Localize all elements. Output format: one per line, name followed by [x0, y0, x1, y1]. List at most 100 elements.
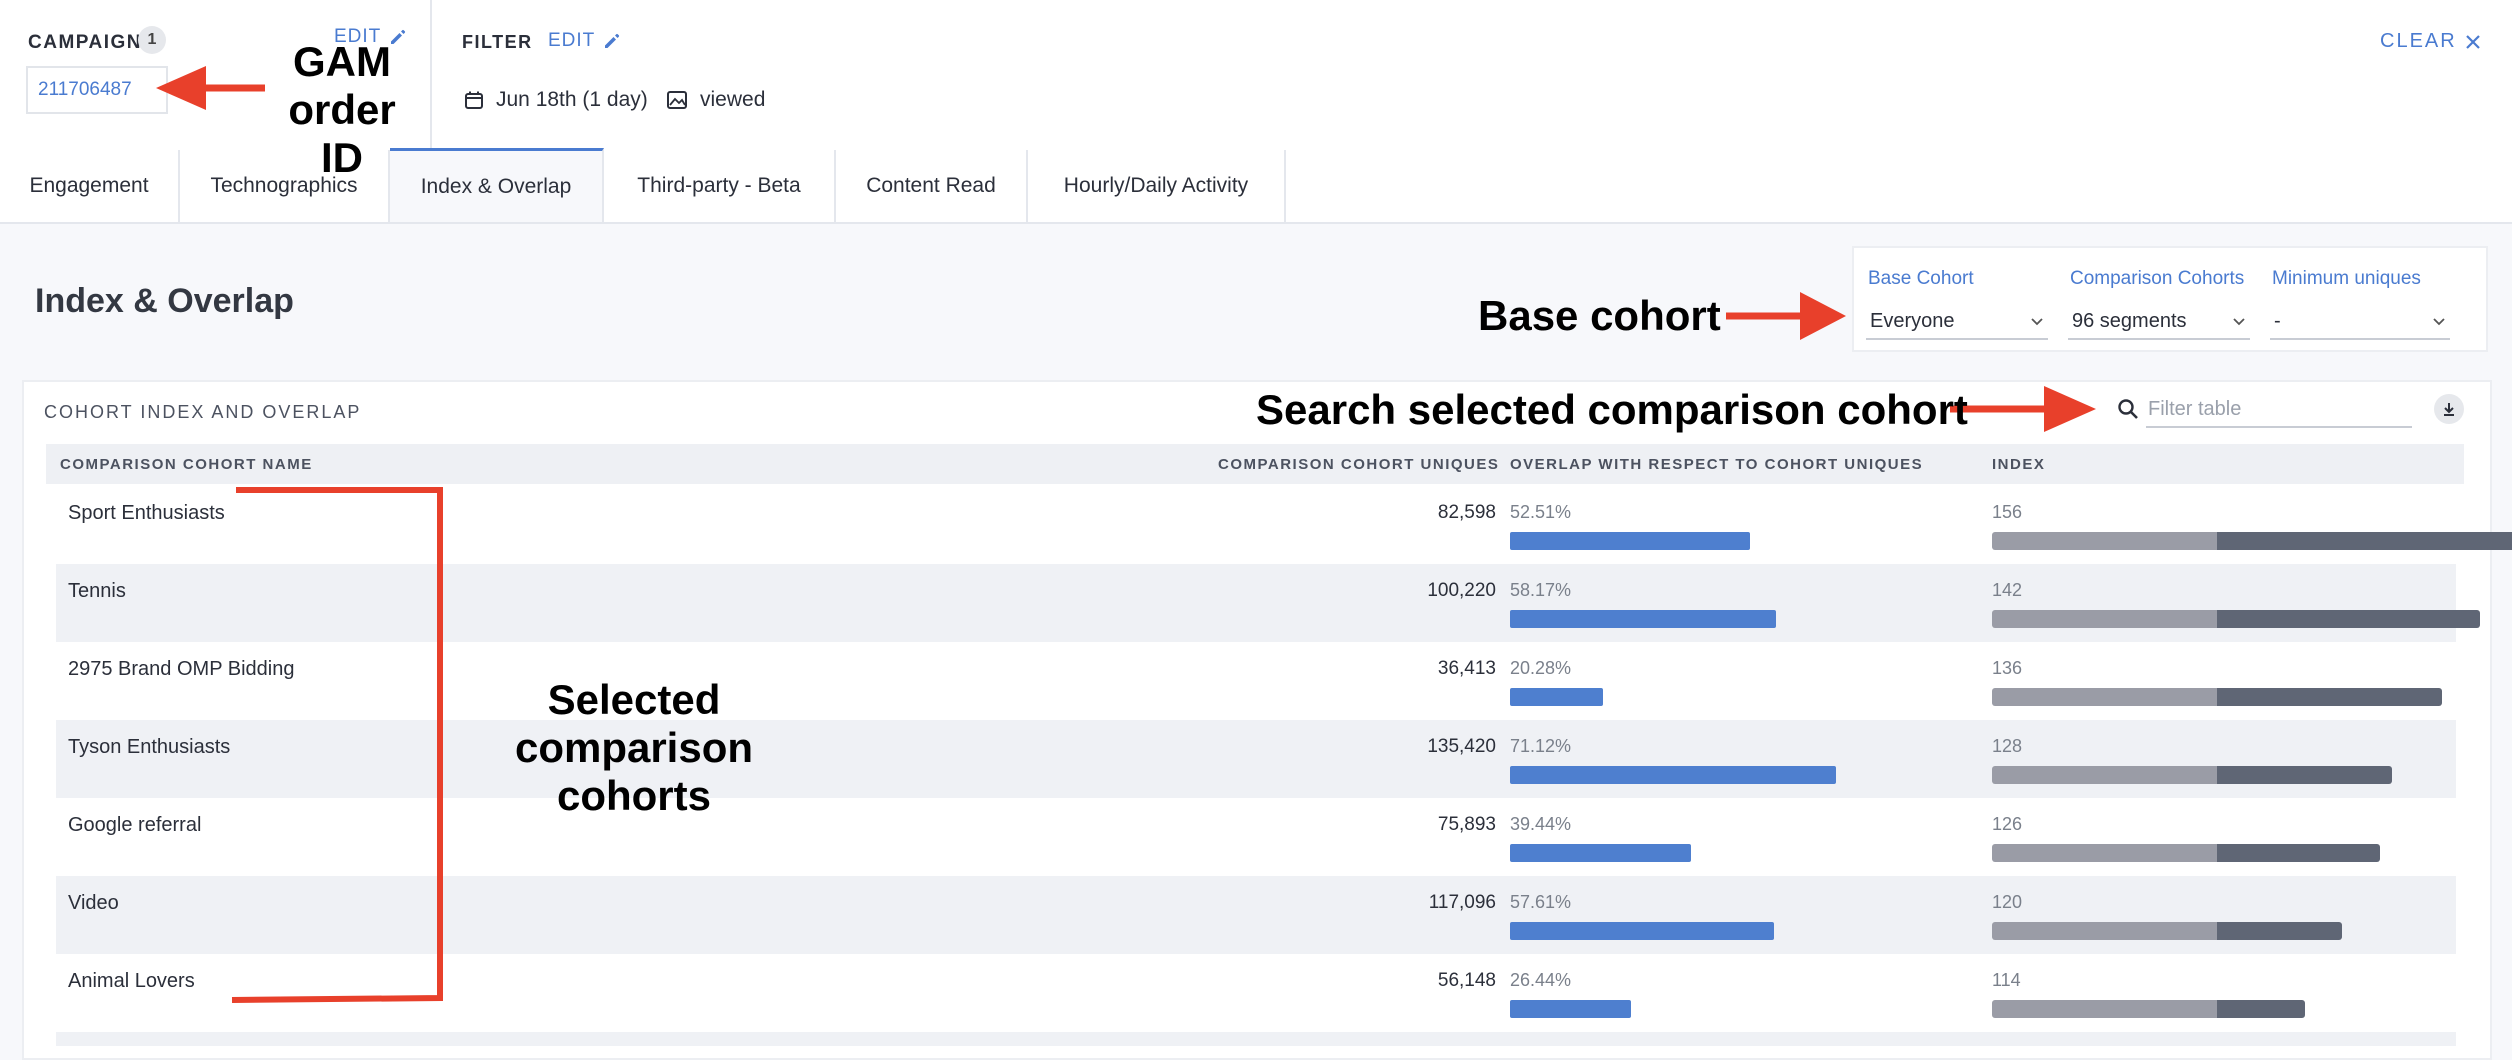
cohort-controls: Base Cohort Everyone Comparison Cohorts …	[1852, 246, 2488, 352]
clear-button[interactable]: CLEAR	[2380, 30, 2481, 53]
column-header-uniques[interactable]: COMPARISON COHORT UNIQUES	[1218, 455, 1500, 473]
index-bar	[1992, 922, 2342, 940]
column-header-name[interactable]: COMPARISON COHORT NAME	[60, 455, 313, 473]
tab-third-party-beta[interactable]: Third-party - Beta	[604, 150, 836, 222]
table-row[interactable]: Google referral 75,893 39.44% 126	[56, 798, 2456, 876]
campaign-id-chip[interactable]: 211706487	[26, 66, 168, 114]
tab-content-read[interactable]: Content Read	[836, 150, 1028, 222]
minimum-uniques-select[interactable]: -	[2270, 304, 2450, 340]
date-range-filter[interactable]: Jun 18th (1 day)	[464, 88, 648, 112]
table-row[interactable]: Sport Enthusiasts 82,598 52.51% 156	[56, 486, 2512, 564]
cohort-name: 2975 Brand OMP Bidding	[68, 658, 295, 680]
chevron-down-icon	[2031, 318, 2043, 326]
campaign-section: CAMPAIGN 1 EDIT 211706487	[0, 0, 432, 150]
annotation-arrowhead-search	[2044, 386, 2096, 432]
index-value: 142	[1992, 580, 2023, 600]
cohort-uniques: 75,893	[1437, 814, 1496, 835]
annotation-selected-line3: cohorts	[556, 772, 711, 819]
index-bar	[1992, 766, 2392, 784]
cohort-uniques: 36,413	[1437, 658, 1496, 679]
annotation-selected-cohorts: Selected comparison cohorts	[514, 676, 754, 820]
overlap-bar	[1510, 766, 1836, 784]
overlap-percent: 57.61%	[1510, 892, 1572, 912]
comparison-cohorts-label: Comparison Cohorts	[2070, 268, 2245, 289]
cohort-uniques: 100,220	[1427, 580, 1496, 601]
table-row[interactable]: Tennis 100,220 58.17% 142	[56, 564, 2480, 642]
overlap-bar	[1510, 688, 1603, 706]
base-cohort-select[interactable]: Everyone	[1866, 304, 2048, 340]
annotation-base-cohort: Base cohort	[1478, 292, 1721, 339]
chevron-down-icon	[2233, 318, 2245, 326]
index-value: 120	[1992, 892, 2023, 912]
campaign-edit-link[interactable]: EDIT	[334, 26, 407, 48]
index-bar	[1992, 844, 2380, 862]
index-value: 136	[1992, 658, 2023, 678]
tab-engagement[interactable]: Engagement	[0, 150, 180, 222]
view-filter[interactable]: viewed	[666, 88, 765, 112]
index-bar	[1992, 532, 2512, 550]
index-bar	[1992, 688, 2442, 706]
table-row[interactable]: Tyson Enthusiasts 135,420 71.12% 128	[56, 720, 2456, 798]
campaign-count-badge: 1	[138, 26, 166, 54]
cohort-uniques: 117,096	[1428, 892, 1496, 913]
date-range-text: Jun 18th (1 day)	[496, 88, 648, 111]
column-header-index[interactable]: INDEX	[1992, 455, 2046, 473]
annotation-arrowhead-gam	[156, 66, 206, 110]
cohort-name: Animal Lovers	[68, 970, 195, 992]
index-value: 114	[1992, 970, 2021, 990]
base-cohort-value: Everyone	[1870, 309, 1955, 332]
table-row[interactable]: Animal Lovers 56,148 26.44% 114	[56, 954, 2456, 1032]
overlap-percent: 52.51%	[1510, 502, 1572, 522]
annotation-search: Search selected comparison cohort	[1256, 386, 1968, 433]
overlap-percent: 39.44%	[1510, 814, 1572, 834]
image-icon	[667, 91, 687, 109]
close-icon	[2465, 34, 2480, 49]
view-filter-text: viewed	[700, 88, 766, 111]
annotation-arrowhead-base	[1800, 292, 1846, 340]
cohort-uniques: 135,420	[1427, 736, 1496, 757]
index-bar	[1992, 1000, 2305, 1018]
table-row[interactable]: 2975 Brand OMP Bidding 36,413 20.28% 136	[56, 642, 2456, 720]
tab-hourly-daily-activity[interactable]: Hourly/Daily Activity	[1028, 150, 1286, 222]
column-header-overlap[interactable]: OVERLAP WITH RESPECT TO COHORT UNIQUES	[1510, 455, 1924, 473]
filter-table-input[interactable]	[2146, 392, 2412, 428]
search-icon	[2118, 399, 2138, 419]
cohort-uniques: 56,148	[1437, 970, 1496, 991]
tab-index-overlap[interactable]: Index & Overlap	[390, 148, 604, 222]
table-row[interactable]	[56, 1032, 2456, 1046]
pencil-icon	[605, 33, 620, 48]
table-row[interactable]: Video 117,096 57.61% 120	[56, 876, 2456, 954]
index-value: 126	[1992, 814, 2023, 834]
overlap-bar	[1510, 922, 1774, 940]
annotation-selected-line1: Selected	[547, 676, 721, 723]
campaign-edit-label: EDIT	[334, 26, 382, 47]
overlap-bar	[1510, 532, 1751, 550]
annotation-gam-order-id: GAM order ID	[262, 38, 422, 182]
index-value: 128	[1992, 736, 2023, 756]
clear-label: CLEAR	[2380, 30, 2457, 52]
pencil-icon	[391, 29, 406, 44]
tab-technographics[interactable]: Technographics	[180, 150, 390, 222]
cohort-name: Tyson Enthusiasts	[68, 736, 231, 758]
overlap-bar	[1510, 844, 1691, 862]
comparison-cohorts-select[interactable]: 96 segments	[2068, 304, 2250, 340]
chevron-down-icon	[2433, 318, 2445, 326]
overlap-percent: 20.28%	[1510, 658, 1572, 678]
campaign-id: 211706487	[38, 79, 132, 100]
download-icon	[2444, 403, 2454, 416]
overlap-percent: 58.17%	[1510, 580, 1572, 600]
annotation-selected-line2: comparison	[514, 724, 754, 771]
comparison-cohorts-value: 96 segments	[2072, 309, 2187, 332]
cohort-uniques: 82,598	[1437, 502, 1496, 523]
tab-bar: Engagement Technographics Index & Overla…	[0, 148, 2512, 224]
table-title: COHORT INDEX AND OVERLAP	[44, 402, 362, 422]
filter-edit-link[interactable]: EDIT	[548, 30, 621, 52]
calendar-icon	[465, 91, 483, 109]
minimum-uniques-label: Minimum uniques	[2272, 268, 2421, 289]
cohort-name: Google referral	[68, 814, 202, 836]
table-header: COMPARISON COHORT NAME COMPARISON COHORT…	[46, 444, 2464, 484]
minimum-uniques-value: -	[2274, 309, 2281, 332]
page-title: Index & Overlap	[35, 282, 294, 320]
download-button[interactable]	[2434, 394, 2464, 424]
campaign-label: CAMPAIGN	[28, 32, 143, 53]
